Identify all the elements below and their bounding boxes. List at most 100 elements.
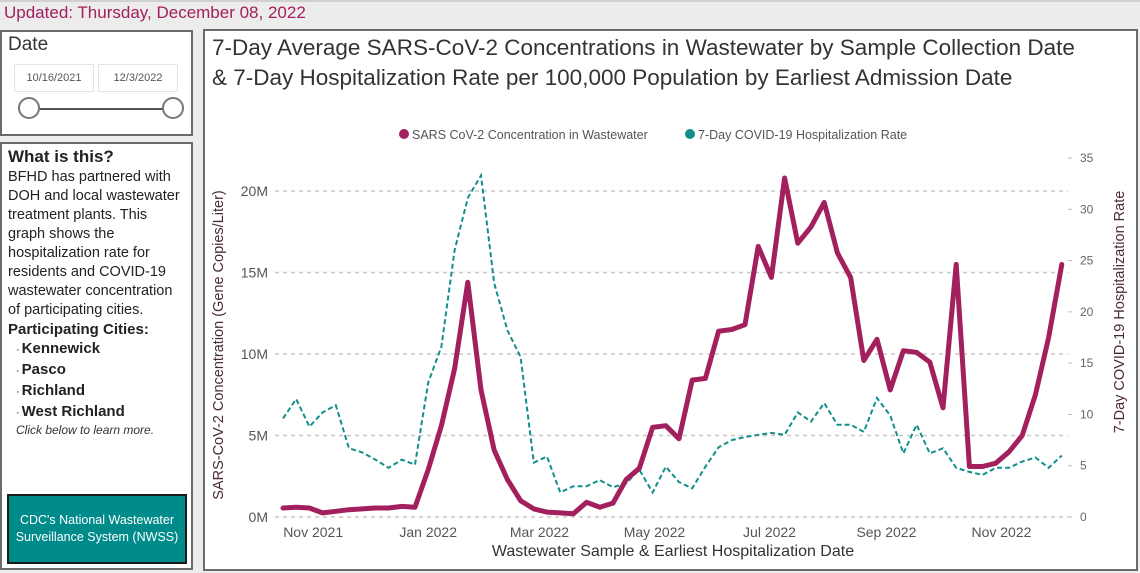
hospitalization-point	[1021, 460, 1024, 463]
hospitalization-point	[387, 466, 390, 469]
hospitalization-point	[506, 329, 509, 332]
wastewater-point	[558, 510, 563, 515]
hospitalization-point	[862, 430, 865, 433]
wastewater-point	[518, 498, 523, 503]
hospitalization-point	[321, 411, 324, 414]
hospitalization-point	[334, 404, 337, 407]
wastewater-point	[993, 461, 998, 466]
wastewater-point	[426, 467, 431, 472]
hospitalization-point	[480, 174, 483, 177]
wastewater-point	[743, 322, 748, 327]
wastewater-point	[835, 250, 840, 255]
hospitalization-point	[1008, 466, 1011, 469]
wastewater-point	[795, 241, 800, 246]
chart-title: 7-Day Average SARS-CoV-2 Concentrations …	[212, 35, 1075, 90]
wastewater-point	[611, 501, 616, 506]
wastewater-point	[716, 329, 721, 334]
hospitalization-point	[282, 417, 285, 420]
city-item: · Kennewick	[16, 340, 101, 357]
hospitalization-point	[612, 486, 615, 489]
date-slider-track[interactable]	[32, 108, 172, 110]
chart-panel: 7-Day Average SARS-CoV-2 Concentrations …	[203, 29, 1138, 571]
wastewater-point	[347, 507, 352, 512]
wastewater-point	[663, 423, 668, 428]
wastewater-point	[465, 280, 470, 285]
start-date-input[interactable]: 10/16/2021	[14, 64, 94, 92]
hospitalization-point	[915, 423, 918, 426]
city-item: · Richland	[16, 382, 86, 399]
y-tick-label: 20M	[241, 183, 268, 199]
wastewater-point	[677, 436, 682, 441]
hospitalization-point	[572, 485, 575, 488]
wastewater-point	[373, 506, 378, 511]
y2-tick-label: 20	[1080, 305, 1094, 319]
wastewater-point	[914, 350, 919, 355]
nwss-button-label: CDC's National Wastewater Surveillance S…	[15, 513, 179, 544]
hospitalization-point	[744, 435, 747, 438]
y2-tick-label: 5	[1080, 459, 1087, 473]
wastewater-point	[1020, 433, 1025, 438]
end-date-input[interactable]: 12/3/2022	[98, 64, 178, 92]
x-tick-label: Sep 2022	[856, 524, 916, 540]
updated-date: Updated: Thursday, December 08, 2022	[4, 3, 306, 22]
y-tick-label: 10M	[241, 346, 268, 362]
x-tick-label: Nov 2021	[283, 524, 343, 540]
wastewater-point	[399, 504, 404, 509]
wastewater-point	[584, 500, 589, 505]
y2-tick-label: 15	[1080, 356, 1094, 370]
date-filter-label: Date	[8, 34, 49, 55]
y-tick-label: 0M	[249, 509, 268, 525]
y2-tick-label: 35	[1080, 151, 1094, 165]
city-item: · West Richland	[16, 403, 125, 420]
wastewater-point	[941, 405, 946, 410]
wastewater-point	[980, 464, 985, 469]
wastewater-point	[954, 262, 959, 267]
hospitalization-rate-line	[282, 172, 1063, 495]
hospitalization-point	[546, 455, 549, 458]
top-border	[0, 0, 1140, 2]
date-slider-end-handle[interactable]	[162, 97, 184, 119]
hospitalization-point	[678, 481, 681, 484]
hospitalization-point	[361, 451, 364, 454]
hospitalization-point	[981, 473, 984, 476]
hospitalization-point	[810, 420, 813, 423]
wastewater-point	[756, 244, 761, 249]
y-tick-label: 5M	[249, 428, 268, 444]
wastewater-point	[690, 378, 695, 383]
city-item: · Pasco	[16, 361, 66, 378]
hospitalization-point	[427, 381, 430, 384]
wastewater-point	[1059, 262, 1064, 267]
wastewater-point	[901, 348, 906, 353]
hospitalization-point	[876, 397, 879, 400]
date-slider-start-handle[interactable]	[18, 97, 40, 119]
hospitalization-point	[942, 447, 945, 450]
hospitalization-point	[994, 466, 997, 469]
hospitalization-point	[295, 398, 298, 401]
x-axis-title: Wastewater Sample & Earliest Hospitaliza…	[492, 543, 854, 560]
y-axis-title: SARS-CoV-2 Concentration (Gene Copies/Li…	[211, 190, 227, 499]
wastewater-point	[822, 200, 827, 205]
hospitalization-point	[348, 447, 351, 450]
hospitalization-point	[968, 470, 971, 473]
hospitalization-point	[704, 465, 707, 468]
wastewater-point	[624, 477, 629, 482]
wastewater-point	[650, 425, 655, 430]
wastewater-point	[769, 275, 774, 280]
y2-tick-label: 10	[1080, 407, 1094, 421]
hospitalization-point	[400, 458, 403, 461]
x-tick-label: Jul 2022	[743, 524, 796, 540]
hospitalization-point	[730, 439, 733, 442]
wastewater-point	[597, 505, 602, 510]
hospitalization-point	[453, 249, 456, 252]
date-filter: Date 10/16/2021 12/3/2022	[0, 30, 193, 136]
y2-axis-title: 7-Day COVID-19 Hospitalization Rate	[1112, 191, 1128, 434]
wastewater-point	[360, 506, 365, 511]
wastewater-point	[571, 511, 576, 516]
hospitalization-point	[585, 485, 588, 488]
hospitalization-point	[889, 414, 892, 417]
hospitalization-point	[598, 479, 601, 482]
wastewater-point	[729, 327, 734, 332]
nwss-link-button[interactable]: CDC's National Wastewater Surveillance S…	[7, 494, 187, 564]
hospitalization-point	[308, 425, 311, 428]
